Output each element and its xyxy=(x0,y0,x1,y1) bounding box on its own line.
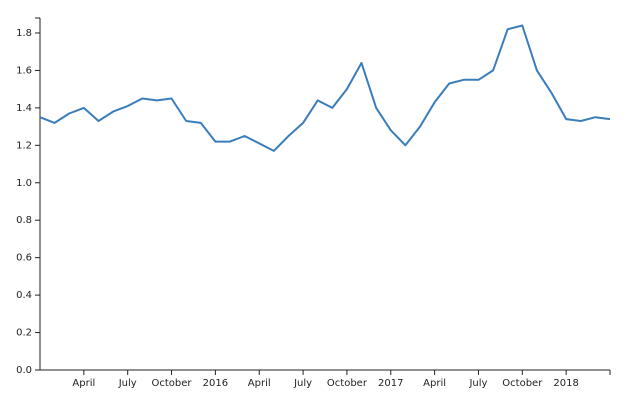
y-tick-label: 0.0 xyxy=(16,365,32,376)
x-tick-label: 2017 xyxy=(378,378,403,389)
x-tick-label: July xyxy=(468,378,487,389)
x-tick-label: April xyxy=(72,378,95,389)
x-tick-label: October xyxy=(502,378,543,389)
x-tick-label: July xyxy=(293,378,312,389)
x-tick-label: April xyxy=(248,378,271,389)
y-tick-label: 1.2 xyxy=(16,140,32,151)
y-tick-label: 0.8 xyxy=(16,215,32,226)
y-tick-label: 1.0 xyxy=(16,178,32,189)
y-tick-label: 0.4 xyxy=(16,290,32,301)
x-tick-label: 2018 xyxy=(553,378,578,389)
x-tick-label: October xyxy=(152,378,193,389)
x-tick-label: October xyxy=(327,378,368,389)
x-tick-label: July xyxy=(118,378,137,389)
y-tick-label: 1.6 xyxy=(16,65,32,76)
data-line xyxy=(39,24,611,152)
y-tick-label: 1.8 xyxy=(16,28,32,39)
y-tick-label: 1.4 xyxy=(16,103,32,114)
y-tick-label: 0.2 xyxy=(16,328,32,339)
y-tick-label: 0.6 xyxy=(16,253,32,264)
x-tick-label: April xyxy=(423,378,446,389)
x-tick-label: 2016 xyxy=(203,378,228,389)
